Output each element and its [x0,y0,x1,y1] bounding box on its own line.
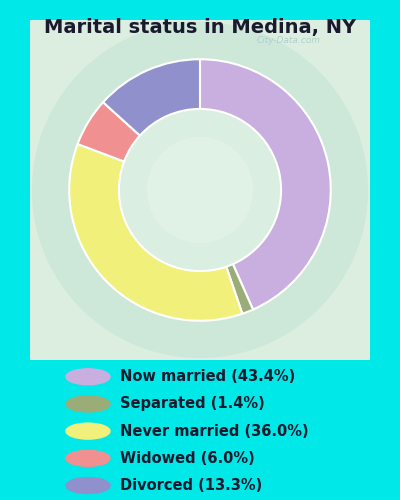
Text: Marital status in Medina, NY: Marital status in Medina, NY [44,18,356,36]
Text: Separated (1.4%): Separated (1.4%) [120,396,265,411]
Wedge shape [103,59,200,136]
Circle shape [148,138,252,242]
FancyBboxPatch shape [30,20,370,360]
Circle shape [69,59,331,321]
Text: Divorced (13.3%): Divorced (13.3%) [120,478,262,493]
Wedge shape [200,59,331,310]
Wedge shape [78,102,140,162]
Text: Widowed (6.0%): Widowed (6.0%) [120,451,255,466]
Circle shape [66,396,110,412]
Text: Never married (36.0%): Never married (36.0%) [120,424,309,438]
Circle shape [66,423,110,439]
Circle shape [33,22,367,357]
Circle shape [108,98,292,282]
Circle shape [66,369,110,384]
Wedge shape [69,144,242,321]
Circle shape [66,450,110,466]
Text: City-Data.com: City-Data.com [256,36,320,44]
Wedge shape [226,264,253,314]
Circle shape [66,478,110,494]
Text: Now married (43.4%): Now married (43.4%) [120,369,295,384]
